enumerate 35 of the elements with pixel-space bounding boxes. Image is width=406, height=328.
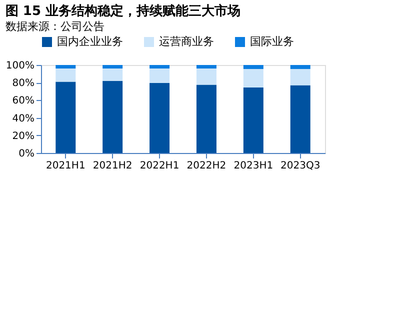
bar	[243, 68, 264, 88]
y-tick-label: 20%	[12, 130, 34, 142]
x-tick-label: 2021H1	[46, 160, 86, 172]
bar	[102, 65, 123, 69]
x-tick-label: 2023H1	[234, 160, 274, 172]
bar	[56, 68, 76, 82]
bar	[196, 68, 216, 85]
y-tick-label: 100%	[6, 60, 34, 72]
source-note: 数据来源：公司公告	[5, 20, 104, 33]
y-tick-label: 40%	[12, 113, 34, 124]
y-tick-label: 60%	[12, 96, 34, 107]
bar	[150, 83, 170, 153]
bar	[196, 65, 216, 69]
bar	[150, 65, 170, 69]
legend-label: 国内企业业务	[57, 35, 123, 48]
bar	[196, 84, 216, 153]
bar	[290, 85, 310, 153]
bar	[102, 80, 123, 153]
bar	[56, 65, 76, 69]
legend-label: 运营商业务	[159, 35, 214, 48]
chart-title: 图 15 业务结构稳定，持续赋能三大市场	[5, 3, 241, 19]
y-tick-label: 80%	[12, 78, 34, 90]
x-tick-label: 2022H2	[186, 160, 226, 172]
x-tick-label: 2022H1	[140, 160, 180, 172]
x-tick-label: 2021H2	[92, 160, 132, 172]
bar	[243, 87, 264, 153]
bar	[56, 82, 76, 153]
bar	[102, 68, 123, 81]
bar	[150, 68, 170, 84]
y-tick-label: 0%	[18, 148, 34, 160]
bar	[290, 68, 310, 86]
x-tick-label: 2023Q3	[280, 160, 320, 172]
bar	[290, 65, 310, 69]
bar	[243, 65, 264, 69]
legend-label: 国际业务	[250, 35, 294, 48]
